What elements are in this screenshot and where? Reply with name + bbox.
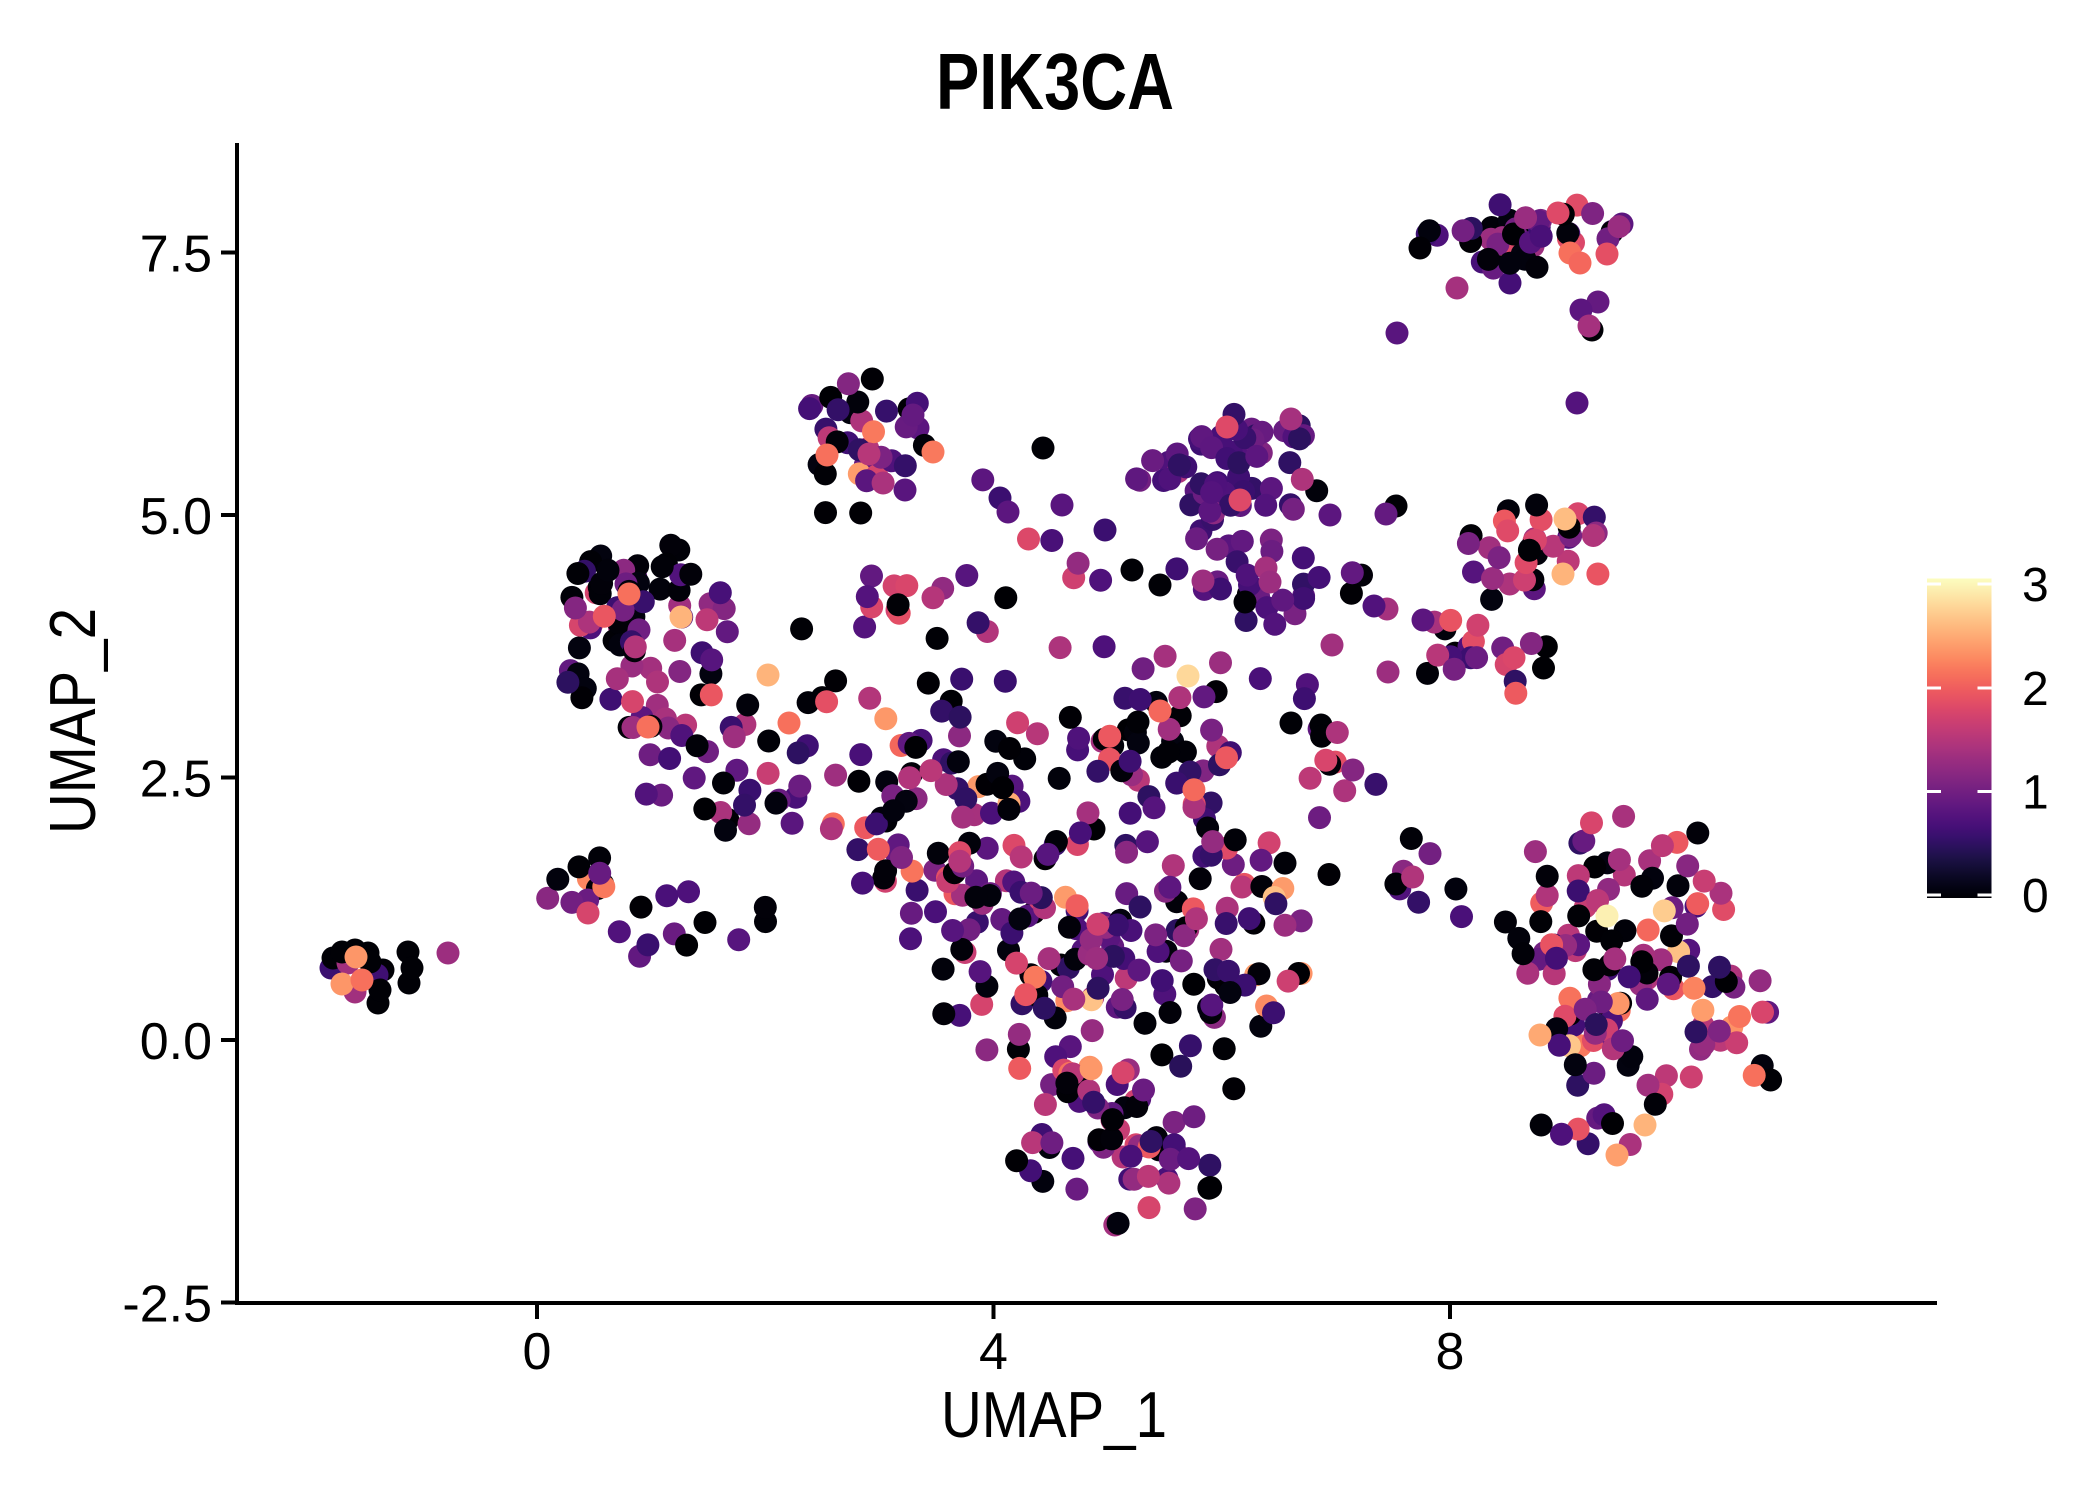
svg-text:1: 1	[2022, 767, 2049, 820]
svg-text:0.0: 0.0	[140, 1013, 212, 1071]
svg-text:PIK3CA: PIK3CA	[936, 37, 1174, 126]
svg-text:3: 3	[2022, 559, 2049, 612]
svg-text:2.5: 2.5	[140, 751, 212, 809]
svg-text:-2.5: -2.5	[122, 1276, 212, 1334]
svg-text:8: 8	[1436, 1323, 1465, 1381]
svg-text:7.5: 7.5	[140, 226, 212, 284]
svg-text:UMAP_1: UMAP_1	[941, 1378, 1167, 1451]
svg-text:2: 2	[2022, 663, 2049, 716]
svg-text:0: 0	[523, 1323, 552, 1381]
svg-text:5.0: 5.0	[140, 488, 212, 546]
svg-text:0: 0	[2022, 870, 2049, 923]
svg-text:UMAP_2: UMAP_2	[36, 608, 109, 834]
svg-text:4: 4	[979, 1323, 1008, 1381]
